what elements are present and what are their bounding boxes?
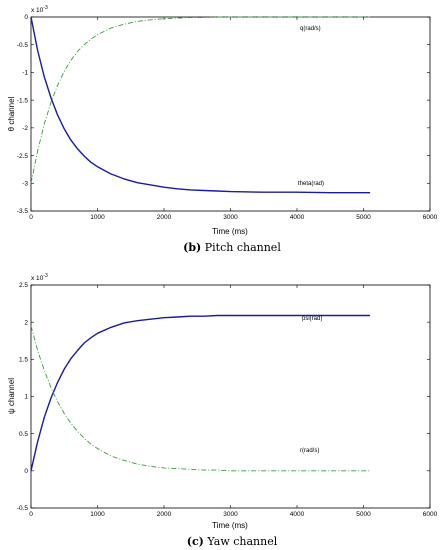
x-tick-label: 6000 <box>423 214 438 221</box>
series-label-r: r(rad/s) <box>300 448 319 454</box>
series-line-psirad <box>30 314 371 471</box>
y-tick-label: 1 <box>24 394 28 401</box>
series-line-thetarad <box>30 16 371 194</box>
x-tick-label: 3000 <box>223 214 238 221</box>
y-axis-ticks: 2.5 2 1.5 1 0.5 0 -0.5 <box>17 282 430 512</box>
y-tick-label: -0.5 <box>17 505 29 512</box>
y-tick-label: -0.5 <box>17 42 29 49</box>
y-tick-label: -1 <box>22 70 28 77</box>
y-tick-label: 0 <box>24 14 28 21</box>
x-axis-ticks: 0 1000 2000 3000 4000 5000 6000 <box>29 285 438 518</box>
panel-caption: (b) Pitch channel <box>183 241 281 254</box>
series-label-theta: theta(rad) <box>298 181 324 187</box>
series-label-psi: psi(rad) <box>302 316 322 322</box>
panel-caption: (c) Yaw channel <box>187 535 278 548</box>
x-tick-label: 0 <box>29 214 33 221</box>
x-tick-label: 5000 <box>356 511 371 518</box>
y-tick-label: -3.5 <box>17 208 29 215</box>
y-axis-label: ψ channel <box>7 378 16 414</box>
y-tick-label: 1.5 <box>19 357 28 364</box>
yaw-channel-chart: 0 1000 2000 3000 4000 5000 6000 2.521.510.50-0… <box>7 273 438 548</box>
x-axis-label: Time (ms) <box>212 521 248 530</box>
x-tick-label: 4000 <box>290 214 305 221</box>
series-group <box>30 16 371 194</box>
series-group <box>30 314 371 472</box>
x-tick-label: 5000 <box>356 214 371 221</box>
x-axis-label: Time (ms) <box>212 227 248 236</box>
y-tick-label: 0.5 <box>19 431 28 438</box>
plot-area <box>30 16 431 212</box>
x-axis-ticks: 0 1000 2000 3000 4000 5000 6000 <box>29 17 438 221</box>
x-tick-label: 0 <box>29 511 33 518</box>
exponent-label: x 10-3 <box>31 5 48 14</box>
y-tick-label: -2 <box>22 125 28 132</box>
x-tick-label: 3000 <box>223 511 238 518</box>
y-tick-label: 0 <box>24 468 28 475</box>
plot-area <box>30 284 431 509</box>
y-tick-label: 2 <box>24 319 28 326</box>
y-tick-label: -1.5 <box>17 97 29 104</box>
y-axis-label: θ channel <box>7 96 16 131</box>
x-tick-label: 2000 <box>157 214 172 221</box>
x-tick-label: 2000 <box>157 511 172 518</box>
y-axis-ticks: 0 -0.5 -1 -1.5 -2 -2.5 -3 -3.5 <box>17 14 430 215</box>
y-tick-label: -3 <box>22 180 28 187</box>
series-label-q: q(rad/s) <box>300 26 321 32</box>
x-tick-label: 1000 <box>90 511 105 518</box>
x-tick-label: 1000 <box>90 214 105 221</box>
y-tick-label: -2.5 <box>17 153 29 160</box>
series-line-rrads <box>30 325 371 472</box>
x-tick-label: 4000 <box>290 511 305 518</box>
y-tick-label: 2.5 <box>19 282 28 289</box>
x-tick-label: 6000 <box>423 511 438 518</box>
exponent-label: x 10-3 <box>31 273 48 282</box>
pitch-channel-chart: 0 1000 2000 3000 4000 5000 6000 0 -0.5 -1 -1.5 -2 -… <box>7 5 438 254</box>
series-line-qrads <box>30 16 371 184</box>
